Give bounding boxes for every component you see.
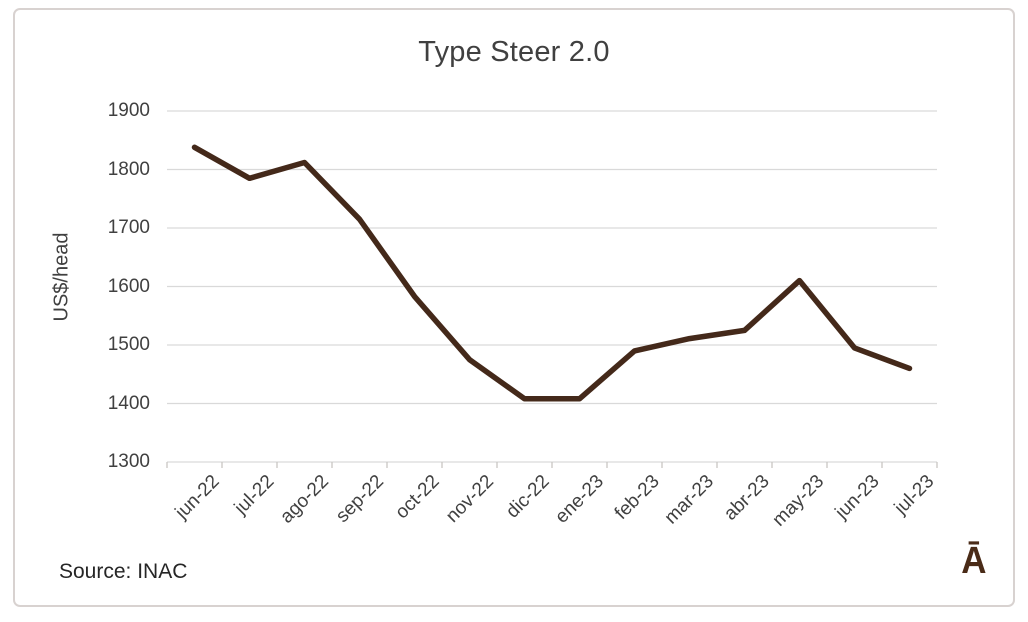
y-tick-label: 1600 <box>107 275 150 297</box>
y-tick-label: 1700 <box>107 217 150 238</box>
y-tick-label: 1300 <box>107 451 150 472</box>
y-axis-title: US$/head <box>50 232 73 322</box>
y-tick-label: 1900 <box>107 100 150 121</box>
canvas-border <box>13 8 1015 607</box>
chart-title: Type Steer 2.0 <box>418 36 610 68</box>
source-note: Source: INAC <box>59 560 188 583</box>
brand-logo-icon: Ā <box>960 540 986 582</box>
y-tick-label: 1500 <box>107 334 150 355</box>
y-tick-label: 1800 <box>107 158 150 180</box>
data-series-line <box>191 144 913 402</box>
y-tick-label: 1400 <box>107 392 150 414</box>
